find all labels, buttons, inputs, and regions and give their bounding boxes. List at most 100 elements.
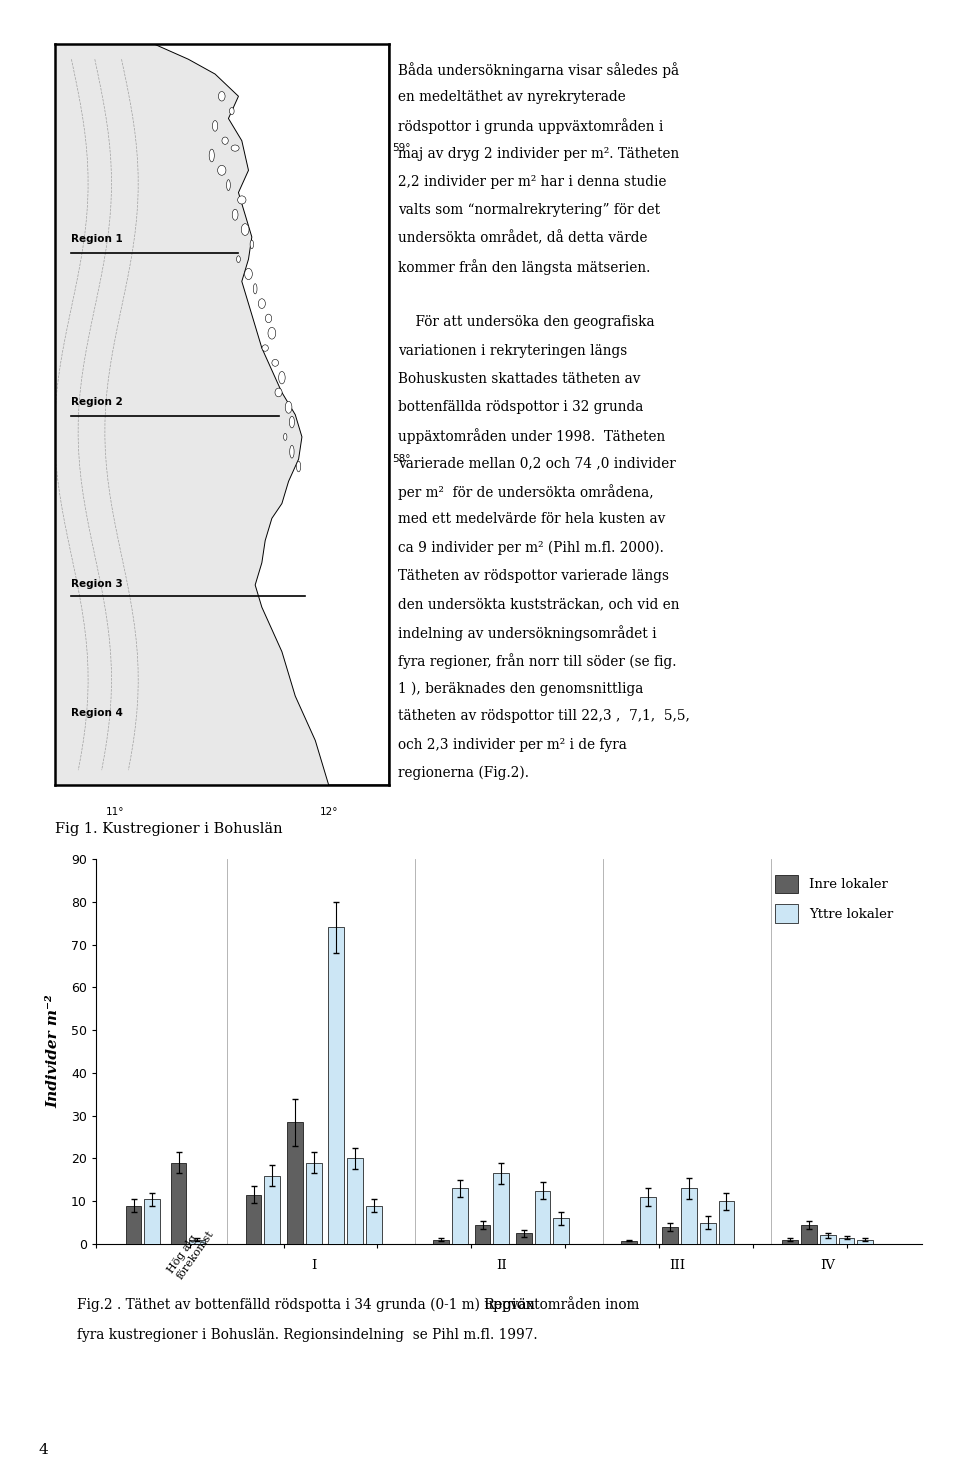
Text: Region 4: Region 4 (71, 708, 123, 718)
Text: rödspottor i grunda uppväxtområden i: rödspottor i grunda uppväxtområden i (398, 118, 663, 135)
Text: För att undersöka den geografiska: För att undersöka den geografiska (398, 315, 655, 329)
Text: och 2,3 individer per m² i de fyra: och 2,3 individer per m² i de fyra (398, 877, 627, 890)
Bar (802, 1225, 817, 1244)
Text: ca 9 individer per m² (Pihl m.fl. 2000).: ca 9 individer per m² (Pihl m.fl. 2000). (398, 638, 664, 653)
Text: I: I (311, 1259, 317, 1272)
Text: kommer från den längsta mätserien.: kommer från den längsta mätserien. (398, 298, 651, 314)
Text: en medeltäthet av nyrekryterade: en medeltäthet av nyrekryterade (398, 90, 626, 104)
Text: uppäxtområden under 1998.  Tätheten: uppäxtområden under 1998. Tätheten (398, 502, 665, 518)
Text: IV: IV (820, 1259, 835, 1272)
Text: Region 2: Region 2 (71, 397, 123, 407)
Bar (700, 1223, 715, 1244)
Text: 2,2 individer per m² har i denna studie: 2,2 individer per m² har i denna studie (398, 175, 667, 188)
Text: Båda undersökningarna visar således på: Båda undersökningarna visar således på (398, 59, 680, 76)
Ellipse shape (253, 283, 257, 295)
Text: För att undersöka den geografiska: För att undersöka den geografiska (398, 366, 655, 379)
Ellipse shape (220, 92, 224, 101)
Text: och 2,3 individer per m² i de fyra: och 2,3 individer per m² i de fyra (398, 738, 627, 751)
Ellipse shape (233, 145, 237, 151)
Text: Tätheten av rödspottor varierade längs: Tätheten av rödspottor varierade längs (398, 569, 669, 582)
Ellipse shape (223, 138, 228, 144)
Text: maj av dryg 2 individer per m². Tätheten: maj av dryg 2 individer per m². Tätheten (398, 147, 680, 160)
Ellipse shape (295, 464, 302, 469)
Bar (474, 1225, 491, 1244)
Text: 1 ), beräknades den genomsnittliga: 1 ), beräknades den genomsnittliga (398, 809, 644, 823)
Bar (681, 1188, 697, 1244)
Bar (433, 1240, 449, 1244)
Bar (328, 927, 344, 1244)
Text: den undersökta kuststräckan, och vid en: den undersökta kuststräckan, och vid en (398, 597, 680, 610)
Bar (621, 1241, 636, 1244)
Text: undersökta området, då detta värde: undersökta området, då detta värde (398, 264, 648, 278)
Text: med ett medelvärde för hela kusten av: med ett medelvärde för hela kusten av (398, 604, 666, 618)
Text: fyra kustregioner i Bohuslän. Regionsindelning  se Pihl m.fl. 1997.: fyra kustregioner i Bohuslän. Regionsind… (77, 1328, 538, 1342)
Text: Båda undersökningarna visar således på: Båda undersökningarna visar således på (398, 62, 680, 78)
Text: regionerna (Fig.2).: regionerna (Fig.2). (398, 911, 529, 926)
Bar (820, 1235, 835, 1244)
Bar (839, 1238, 854, 1244)
Ellipse shape (228, 107, 235, 116)
Ellipse shape (250, 240, 254, 249)
Ellipse shape (268, 330, 276, 336)
Ellipse shape (282, 431, 289, 443)
Bar (452, 1188, 468, 1244)
Ellipse shape (209, 151, 214, 160)
Ellipse shape (232, 209, 237, 221)
Text: Region 1: Region 1 (71, 234, 123, 244)
Text: per m²  för de undersökta områdena,: per m² för de undersökta områdena, (398, 484, 654, 501)
Text: Region 3: Region 3 (71, 579, 123, 588)
Ellipse shape (285, 404, 292, 410)
Text: rödspottor i grunda uppväxtområden i: rödspottor i grunda uppväxtområden i (398, 127, 663, 144)
Text: bottenfällda rödspottor i 32 grunda: bottenfällda rödspottor i 32 grunda (398, 468, 644, 481)
Text: 12°: 12° (320, 807, 338, 818)
Text: Region: Region (483, 1297, 535, 1312)
Ellipse shape (261, 344, 269, 352)
Text: indelning av undersökningsområdet i: indelning av undersökningsområdet i (398, 740, 657, 757)
Text: med ett medelvärde för hela kusten av: med ett medelvärde för hela kusten av (398, 512, 666, 526)
Y-axis label: Individer m⁻²: Individer m⁻² (46, 995, 60, 1108)
Text: regionerna (Fig.2).: regionerna (Fig.2). (398, 766, 529, 780)
Text: maj av dryg 2 individer per m². Tätheten: maj av dryg 2 individer per m². Tätheten (398, 161, 680, 175)
Bar (719, 1201, 734, 1244)
Bar (366, 1206, 381, 1244)
Ellipse shape (290, 418, 294, 427)
Text: undersökta området, då detta värde: undersökta området, då detta värde (398, 231, 648, 246)
Bar (126, 1206, 141, 1244)
Text: den undersökta kuststräckan, och vid en: den undersökta kuststräckan, och vid en (398, 706, 680, 720)
Text: indelning av undersökningsområdet i: indelning av undersökningsområdet i (398, 625, 657, 641)
Ellipse shape (241, 224, 249, 235)
Text: kommer från den längsta mätserien.: kommer från den längsta mätserien. (398, 259, 651, 275)
Text: 1 ), beräknades den genomsnittliga: 1 ), beräknades den genomsnittliga (398, 681, 644, 696)
Text: Tätheten av rödspottor varierade längs: Tätheten av rödspottor varierade längs (398, 672, 669, 686)
Ellipse shape (278, 373, 285, 382)
Bar (144, 1200, 160, 1244)
Text: Bohuskusten skattades tätheten av: Bohuskusten skattades tätheten av (398, 434, 641, 447)
Bar (662, 1226, 678, 1244)
Text: valts som “normalrekrytering” för det: valts som “normalrekrytering” för det (398, 203, 660, 216)
Bar (171, 1163, 186, 1244)
Text: ca 9 individer per m² (Pihl m.fl. 2000).: ca 9 individer per m² (Pihl m.fl. 2000). (398, 541, 664, 555)
Ellipse shape (211, 120, 219, 132)
Legend: Inre lokaler, Yttre lokaler: Inre lokaler, Yttre lokaler (769, 869, 899, 929)
Text: variationen i rekryteringen längs: variationen i rekryteringen längs (398, 400, 628, 413)
Text: per m²  för de undersökta områdena,: per m² för de undersökta områdena, (398, 570, 654, 586)
Ellipse shape (245, 270, 252, 278)
Ellipse shape (227, 179, 230, 191)
Polygon shape (155, 44, 389, 785)
Bar (287, 1123, 302, 1244)
Text: variationen i rekryteringen längs: variationen i rekryteringen längs (398, 344, 628, 357)
Text: II: II (496, 1259, 507, 1272)
Text: 59°: 59° (392, 144, 411, 153)
Text: tätheten av rödspottor till 22,3 ,  7,1,  5,5,: tätheten av rödspottor till 22,3 , 7,1, … (398, 843, 690, 856)
Text: uppäxtområden under 1998.  Tätheten: uppäxtområden under 1998. Tätheten (398, 428, 665, 444)
Text: 11°: 11° (106, 807, 124, 818)
Text: III: III (670, 1259, 685, 1272)
Text: varierade mellan 0,2 och 74 ,0 individer: varierade mellan 0,2 och 74 ,0 individer (398, 536, 676, 549)
Ellipse shape (273, 360, 277, 366)
Text: fyra regioner, från norr till söder (se fig.: fyra regioner, från norr till söder (se … (398, 653, 677, 669)
Text: 2,2 individer per m² har i denna studie: 2,2 individer per m² har i denna studie (398, 195, 667, 209)
Bar (493, 1173, 509, 1244)
Text: Fig 1. Kustregioner i Bohuslän: Fig 1. Kustregioner i Bohuslän (55, 822, 282, 835)
Bar (554, 1219, 569, 1244)
Text: 4: 4 (38, 1444, 48, 1457)
